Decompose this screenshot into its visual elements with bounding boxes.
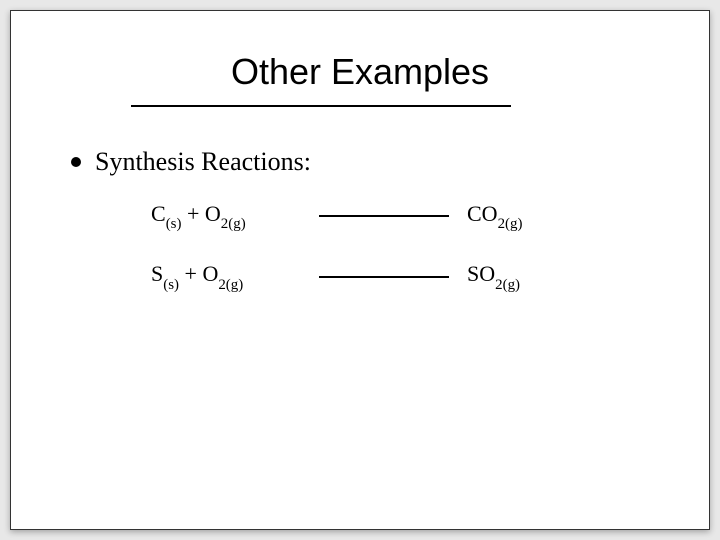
product-a: SO [467,261,495,286]
plus: + O [179,261,218,286]
title-underline [131,105,511,107]
reactant-a: C [151,201,166,226]
slide-title: Other Examples [61,51,659,93]
product-a-sub: 2(g) [495,277,520,293]
reactant-b-sub: 2(g) [221,216,246,232]
products: CO2(g) [467,201,522,231]
slide: Other Examples Synthesis Reactions: C(s)… [10,10,710,530]
arrow-icon [319,276,449,278]
reactant-b-sub: 2(g) [218,277,243,293]
reactants: S(s) + O2(g) [151,261,301,291]
reactant-a: S [151,261,163,286]
bullet-dot-icon [71,157,81,167]
plus: + O [181,201,220,226]
reactant-a-state: (s) [166,216,182,232]
arrow-icon [319,215,449,217]
products: SO2(g) [467,261,520,291]
reaction-row: S(s) + O2(g) SO2(g) [151,261,659,291]
reaction-row: C(s) + O2(g) CO2(g) [151,201,659,231]
bullet-item: Synthesis Reactions: [71,147,659,177]
reactant-a-state: (s) [163,277,179,293]
product-a-sub: 2(g) [498,216,523,232]
reactants: C(s) + O2(g) [151,201,301,231]
product-a: CO [467,201,498,226]
bullet-text: Synthesis Reactions: [95,147,311,177]
